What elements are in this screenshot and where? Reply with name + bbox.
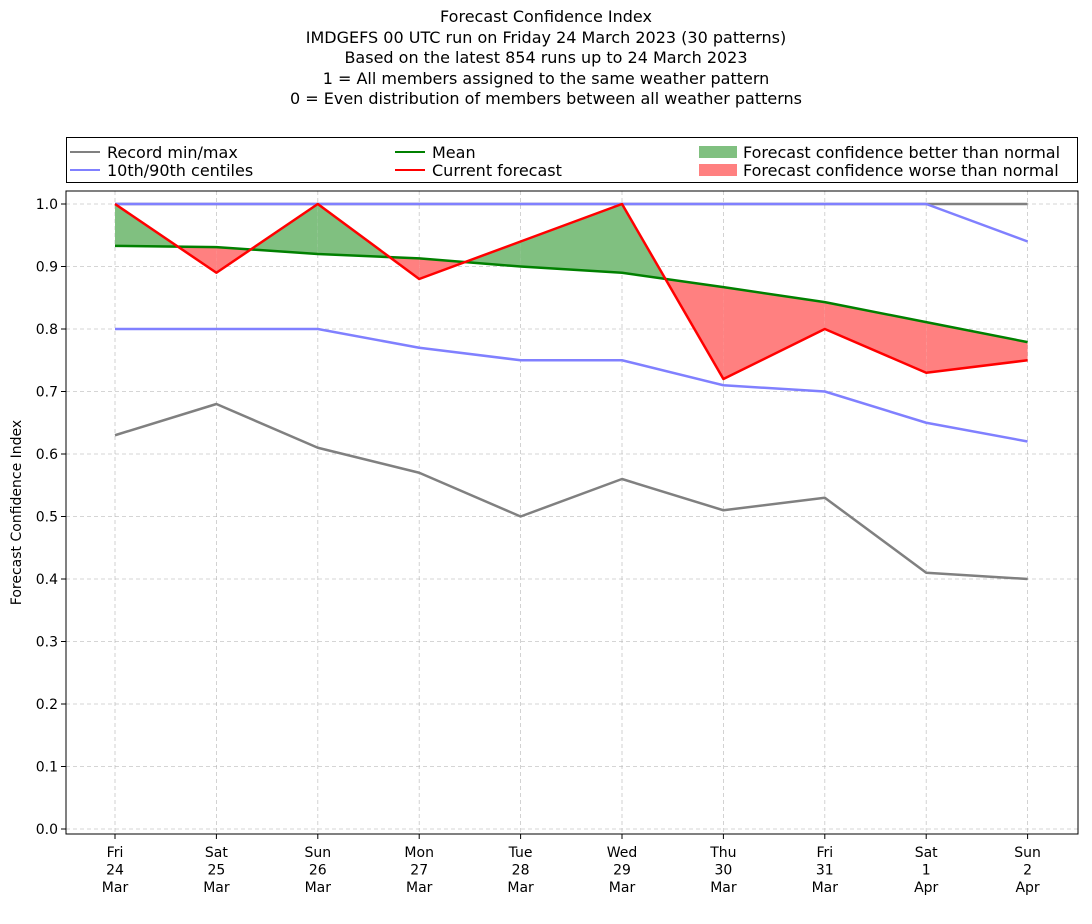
legend-label-mean: Mean [432,142,476,162]
y-axis-label: Forecast Confidence Index [9,420,25,605]
chart-subtitle-based: Based on the latest 854 runs up to 24 Ma… [344,48,748,68]
y-tick-label: 0.8 [36,322,58,338]
x-tick-label: Sun [1014,845,1041,861]
x-tick-label: 28 [512,863,530,879]
series-line-record-min [114,402,1028,581]
legend-patch-better [699,146,737,158]
legend-item-mean: Mean [395,142,476,162]
x-tick-label: Mar [203,880,230,896]
x-tick-label: Mar [609,880,636,896]
y-tick-label: 0.4 [36,572,58,588]
fill-worse [723,287,825,379]
y-tick-label: 0.2 [36,697,58,713]
x-tick-label: Sun [304,845,331,861]
x-tick-label: Tue [508,845,533,861]
x-tick-label: 31 [816,863,834,879]
y-tick-label: 0.3 [36,635,58,651]
legend-label-centiles: 10th/90th centiles [107,160,254,180]
x-tick-label: 25 [207,863,225,879]
x-tick-label: Mar [710,880,737,896]
y-tick-label: 0.0 [36,822,58,838]
chart-legend: Record min/max 10th/90th centiles Mean C… [66,137,1078,183]
fill-worse [824,302,927,373]
legend-item-current: Current forecast [395,160,562,180]
fill-worse [926,322,1028,373]
x-tick-label: Mar [305,880,332,896]
chart-subtitle-run: IMDGEFS 00 UTC run on Friday 24 March 20… [305,27,787,47]
x-tick-label: Mar [102,880,129,896]
legend-label-record: Record min/max [107,142,238,162]
x-tick-label: Fri [107,845,124,861]
legend-label-better: Forecast confidence better than normal [743,142,1061,162]
x-tick-label: 30 [714,863,732,879]
legend-patch-worse [699,164,737,176]
legend-line-current [395,169,425,171]
legend-item-worse: Forecast confidence worse than normal [699,160,1059,180]
x-tick-label: Apr [1015,880,1039,896]
series-line-p10 [115,327,1028,443]
x-tick-label: 26 [309,863,327,879]
y-tick-label: 0.9 [36,260,58,276]
y-tick-label: 0.5 [36,510,58,526]
x-tick-label: 24 [106,863,124,879]
legend-label-worse: Forecast confidence worse than normal [743,160,1059,180]
chart-subtitle-one: 1 = All members assigned to the same wea… [322,68,770,88]
x-tick-label: 2 [1023,863,1032,879]
x-tick-label: Mar [406,880,433,896]
chart-title: Forecast Confidence Index [440,7,652,26]
x-tick-label: Sat [205,845,228,861]
x-tick-label: Mar [507,880,534,896]
legend-item-better: Forecast confidence better than normal [699,142,1061,162]
fill-better [520,204,622,273]
plot-frame [65,190,1079,835]
chart-titles: Forecast Confidence Index IMDGEFS 00 UTC… [0,7,1092,110]
y-tick-label: 0.6 [36,447,58,463]
series-line-current [114,202,1028,381]
legend-line-mean [395,151,425,153]
series-line-p90 [115,202,1029,243]
x-tick-label: Wed [607,845,638,861]
x-tick-label: Apr [914,880,938,896]
x-tick-label: 29 [613,863,631,879]
legend-item-record: Record min/max [70,142,238,162]
legend-item-centiles: 10th/90th centiles [70,160,254,180]
x-tick-label: Sat [915,845,938,861]
x-tick-label: Mar [812,880,839,896]
x-tick-label: Mon [404,845,434,861]
y-tick-label: 0.7 [36,385,58,401]
series-line-mean [114,244,1028,344]
y-tick-label: 1.0 [36,197,58,213]
x-tick-label: 27 [410,863,428,879]
x-tick-label: 1 [922,863,931,879]
legend-line-record [70,151,100,153]
x-tick-label: Thu [709,845,736,861]
y-tick-label: 0.1 [36,760,58,776]
x-tick-label: Fri [816,845,833,861]
legend-label-current: Current forecast [432,160,562,180]
legend-line-centiles [70,169,100,171]
chart-subtitle-zero: 0 = Even distribution of members between… [289,89,803,109]
